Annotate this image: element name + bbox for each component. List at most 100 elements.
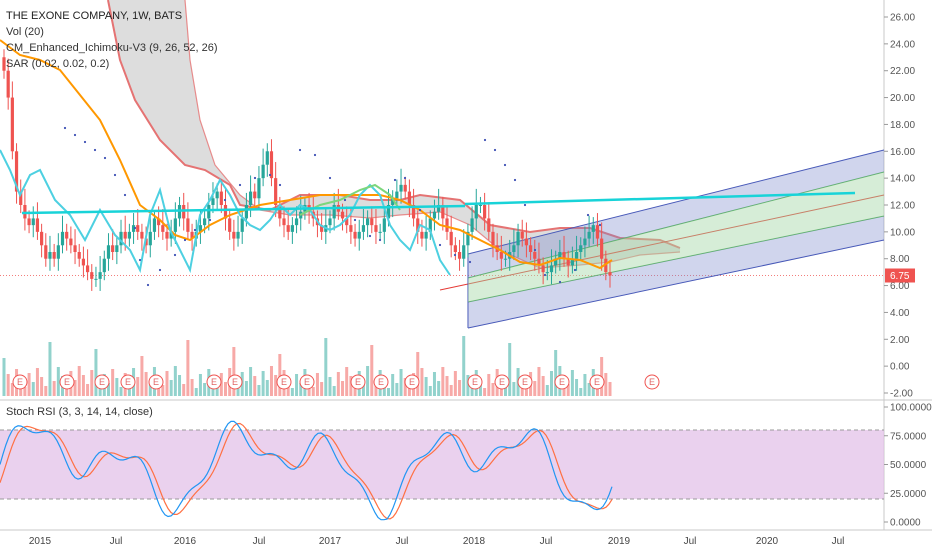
volume-bar [27, 373, 31, 396]
volume-bar [579, 388, 583, 396]
candle-body [420, 231, 424, 239]
candle-body [232, 231, 236, 239]
candle-body [374, 225, 378, 232]
volume-bar [328, 377, 332, 396]
earnings-icon [373, 374, 389, 390]
sar-dots [63, 126, 602, 287]
volume-bar [190, 379, 194, 396]
volume-bar [178, 375, 182, 396]
sar-dot [123, 193, 127, 197]
candle-body [378, 231, 382, 233]
candle-body [411, 205, 416, 219]
volume-bar [186, 340, 190, 396]
candle-body [69, 238, 73, 246]
candle-body [115, 245, 119, 252]
chart-legend: THE EXONE COMPANY, 1W, BATS Vol (20) CM_… [6, 8, 218, 72]
rsi-legend[interactable]: Stoch RSI (3, 3, 14, 14, close) [6, 406, 153, 418]
kijun-line [0, 39, 613, 270]
sar-dot [378, 238, 382, 242]
earnings-label: E [281, 377, 287, 387]
candle-body [437, 205, 441, 212]
volume-bar [194, 388, 198, 396]
earnings-icon [227, 374, 243, 390]
candle-body [503, 258, 508, 260]
earnings-icon [206, 374, 222, 390]
senkou-span-a [107, 0, 681, 249]
earnings-label: E [64, 377, 70, 387]
candle-body [90, 272, 94, 279]
candle-body [106, 245, 111, 259]
volume-bar [65, 385, 69, 396]
earnings-icon [59, 374, 75, 390]
earnings-label: E [211, 377, 217, 387]
sar-dot [146, 283, 150, 287]
earnings-icon [12, 374, 28, 390]
volume-bar [48, 342, 52, 396]
candle-body [236, 231, 240, 239]
earnings-icon [94, 374, 110, 390]
sar-dot [438, 243, 442, 247]
sar-dot [453, 253, 457, 257]
earnings-label: E [559, 377, 565, 387]
candle-body [77, 252, 81, 259]
time-axis-label: Jul [540, 536, 553, 547]
time-axis-label: Jul [110, 536, 123, 547]
sar-dot [93, 148, 97, 152]
candle-body [136, 225, 140, 232]
volume-bar [269, 366, 273, 396]
candle-body [491, 231, 495, 246]
price-axis-label: 16.00 [890, 147, 915, 158]
sar-dot [83, 140, 87, 144]
candle-body [14, 151, 19, 192]
volume-bar [541, 376, 545, 396]
candle-body [591, 225, 595, 232]
time-axis-label: 2018 [463, 536, 486, 547]
earnings-icon [494, 374, 510, 390]
volume-bar [52, 381, 56, 396]
sar-dot [328, 176, 332, 180]
volume-bar [182, 384, 186, 396]
legend-symbol[interactable]: THE EXONE COMPANY, 1W, BATS [6, 10, 183, 22]
sar-dot [268, 173, 272, 177]
candle-body [407, 191, 411, 205]
earnings-icon [644, 374, 660, 390]
candle-body [353, 231, 357, 239]
price-axis-label: 4.00 [890, 308, 910, 319]
candle-body [19, 191, 23, 205]
volume-bar [353, 385, 357, 396]
candle-body [182, 205, 186, 219]
channel-upper-zone [468, 150, 884, 278]
volume-bar [278, 354, 282, 396]
candle-body [579, 245, 583, 252]
candle-body [416, 218, 420, 232]
sar-dot [193, 228, 197, 232]
candle-body [432, 211, 437, 219]
candle-body [537, 258, 541, 266]
candle-body [541, 265, 545, 273]
volume-bar [554, 350, 558, 396]
candle-body [219, 191, 223, 205]
price-axis-label: 14.00 [890, 174, 915, 185]
candle-body [265, 151, 269, 165]
earnings-icon [148, 374, 164, 390]
earnings-icon [299, 374, 315, 390]
volume-bar [203, 383, 207, 396]
sar-dot [353, 218, 357, 222]
legend-vol[interactable]: Vol (20) [6, 26, 44, 38]
price-axis-label: 12.00 [890, 201, 915, 212]
sar-dot [586, 213, 590, 217]
candle-body [466, 231, 470, 246]
candle-body [48, 252, 52, 259]
earnings-label: E [125, 377, 131, 387]
volume-bar [504, 387, 508, 396]
volume-bar [416, 352, 420, 396]
legend-sar[interactable]: SAR (0.02, 0.02, 0.2) [6, 58, 110, 70]
sar-dot [403, 176, 407, 180]
sar-dot [173, 253, 177, 257]
legend-ichimoku[interactable]: CM_Enhanced_Ichimoku-V3 (9, 26, 52, 26) [6, 42, 218, 54]
time-axis-label: 2019 [608, 536, 631, 547]
earnings-label: E [409, 377, 415, 387]
volume-bar [111, 369, 115, 396]
